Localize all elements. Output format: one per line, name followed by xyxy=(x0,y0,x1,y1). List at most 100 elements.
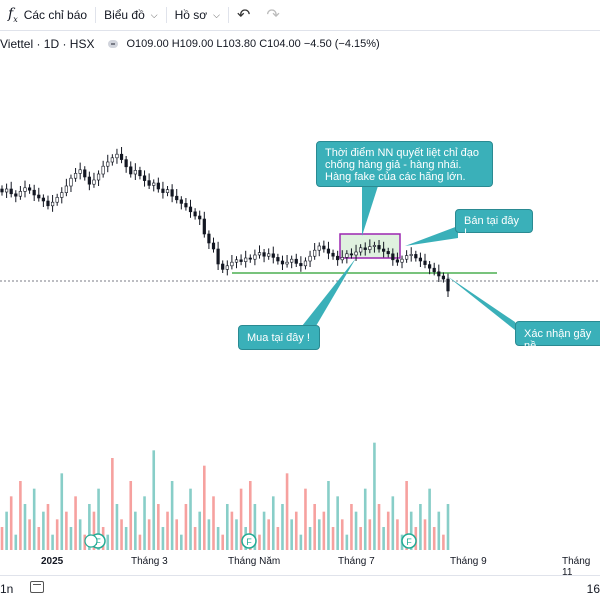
candle-body xyxy=(129,166,133,175)
candle-body xyxy=(161,188,165,193)
candle-body xyxy=(32,189,36,196)
candle-body xyxy=(248,257,252,260)
volume-bar xyxy=(340,519,344,550)
volume-bar xyxy=(78,519,82,550)
time-readout: 16 xyxy=(586,582,600,596)
candle-body xyxy=(211,242,216,250)
candle-body xyxy=(27,187,32,191)
volume-bar xyxy=(253,504,257,550)
candle-body xyxy=(110,157,114,163)
chevron-down-icon: ⌵ xyxy=(150,9,158,20)
candle-body xyxy=(147,180,151,186)
volume-bar xyxy=(46,504,50,550)
buy-callout[interactable]: Mua tại đây ! xyxy=(238,325,320,350)
ohlc-readout: O109.00 H109.00 L103.80 C104.00 −4.50 (−… xyxy=(126,38,380,50)
undo-button[interactable]: ↶ xyxy=(229,0,258,30)
indicators-button[interactable]: fx Các chỉ báo xyxy=(0,0,95,30)
candle-body xyxy=(267,253,271,257)
x-axis-label: Tháng Năm xyxy=(228,556,281,567)
volume-group xyxy=(0,442,450,550)
x-axis-label: 2025 xyxy=(41,556,64,567)
volume-bar xyxy=(235,519,238,550)
event-marker-f[interactable]: F xyxy=(401,533,417,549)
indicators-label: Các chỉ báo xyxy=(23,8,88,22)
candle-body xyxy=(64,185,68,193)
volume-bar xyxy=(207,519,211,550)
volume-bar xyxy=(322,511,326,550)
volume-bar xyxy=(225,504,229,550)
candle-body xyxy=(400,258,404,263)
sell-callout[interactable]: Bán tại đây ! xyxy=(455,209,533,239)
volume-bar xyxy=(281,504,284,550)
candle-body xyxy=(165,189,170,193)
candle-body xyxy=(4,188,9,193)
volume-bar xyxy=(432,527,436,550)
volume-bar xyxy=(161,527,165,550)
candle-body xyxy=(138,170,142,177)
candle-body xyxy=(0,188,4,193)
candle-body xyxy=(441,275,446,280)
volume-bar xyxy=(317,519,321,550)
nn-callout[interactable]: Thời điểm NN quyết liệt chỉ đạo chống hà… xyxy=(316,141,493,187)
volume-bar xyxy=(203,465,206,550)
svg-text:F: F xyxy=(246,537,252,547)
volume-bar xyxy=(32,488,36,550)
candle-body xyxy=(377,245,381,250)
volume-bar xyxy=(0,527,4,550)
volume-bar xyxy=(290,519,293,550)
volume-bar xyxy=(294,511,298,550)
candle-body xyxy=(299,263,303,267)
volume-bar xyxy=(276,527,280,550)
volume-bar xyxy=(166,511,169,550)
range-button[interactable]: 1n xyxy=(0,582,14,596)
event-marker-f[interactable] xyxy=(84,534,98,548)
candle-body xyxy=(372,245,377,247)
confirm-callout-pointer xyxy=(447,276,520,334)
buy-callout-pointer xyxy=(302,258,356,326)
candle-body xyxy=(124,159,128,168)
candle-body xyxy=(276,257,280,262)
profile-menu-button[interactable]: Hồ sơ ⌵ xyxy=(167,0,228,30)
volume-bar xyxy=(88,504,91,550)
price-chart[interactable]: F F F xyxy=(0,0,600,575)
event-marker-f[interactable]: F xyxy=(241,533,257,549)
volume-bar xyxy=(368,519,372,550)
candle-body xyxy=(50,201,55,207)
volume-bar xyxy=(193,527,197,550)
candle-body xyxy=(37,194,41,199)
candle-body xyxy=(432,267,436,273)
volume-bar xyxy=(14,534,18,550)
confirm-callout[interactable]: Xác nhận gãy nề xyxy=(515,321,600,352)
confirm-callout-text: Xác nhận gãy nề xyxy=(524,328,592,352)
candle-body xyxy=(239,259,243,262)
symbol-title[interactable]: Viettel · 1D · HSX xyxy=(0,37,95,51)
candle-body xyxy=(230,261,234,267)
candle-body xyxy=(234,259,239,263)
top-toolbar: fx Các chỉ báo Biểu đồ ⌵ Hồ sơ ⌵ ↶ ↷ xyxy=(0,0,600,31)
sell-callout-pointer xyxy=(405,226,458,246)
volume-bar xyxy=(212,496,215,550)
chart-menu-label: Biểu đồ xyxy=(104,8,145,22)
volume-bar xyxy=(147,519,151,550)
candle-body xyxy=(207,233,211,244)
candle-body xyxy=(115,153,119,159)
chart-menu-button[interactable]: Biểu đồ ⌵ xyxy=(96,0,166,30)
candle-body xyxy=(340,257,344,261)
volume-bar xyxy=(9,496,13,550)
candle-body xyxy=(363,247,367,250)
candle-body xyxy=(331,252,335,257)
volume-bar xyxy=(189,488,192,550)
candle-body xyxy=(179,199,183,204)
candle-body xyxy=(133,170,137,175)
candles-group xyxy=(0,147,450,297)
volume-bar xyxy=(428,488,431,550)
volume-bar xyxy=(42,511,45,550)
volume-bar xyxy=(28,519,31,550)
volume-bar xyxy=(363,488,367,550)
volume-bar xyxy=(327,481,330,550)
legend-collapse-icon[interactable] xyxy=(108,40,119,48)
volume-bar xyxy=(313,504,316,550)
redo-button[interactable]: ↷ xyxy=(258,0,287,30)
volume-bar xyxy=(373,442,376,550)
calendar-icon[interactable] xyxy=(30,581,44,593)
